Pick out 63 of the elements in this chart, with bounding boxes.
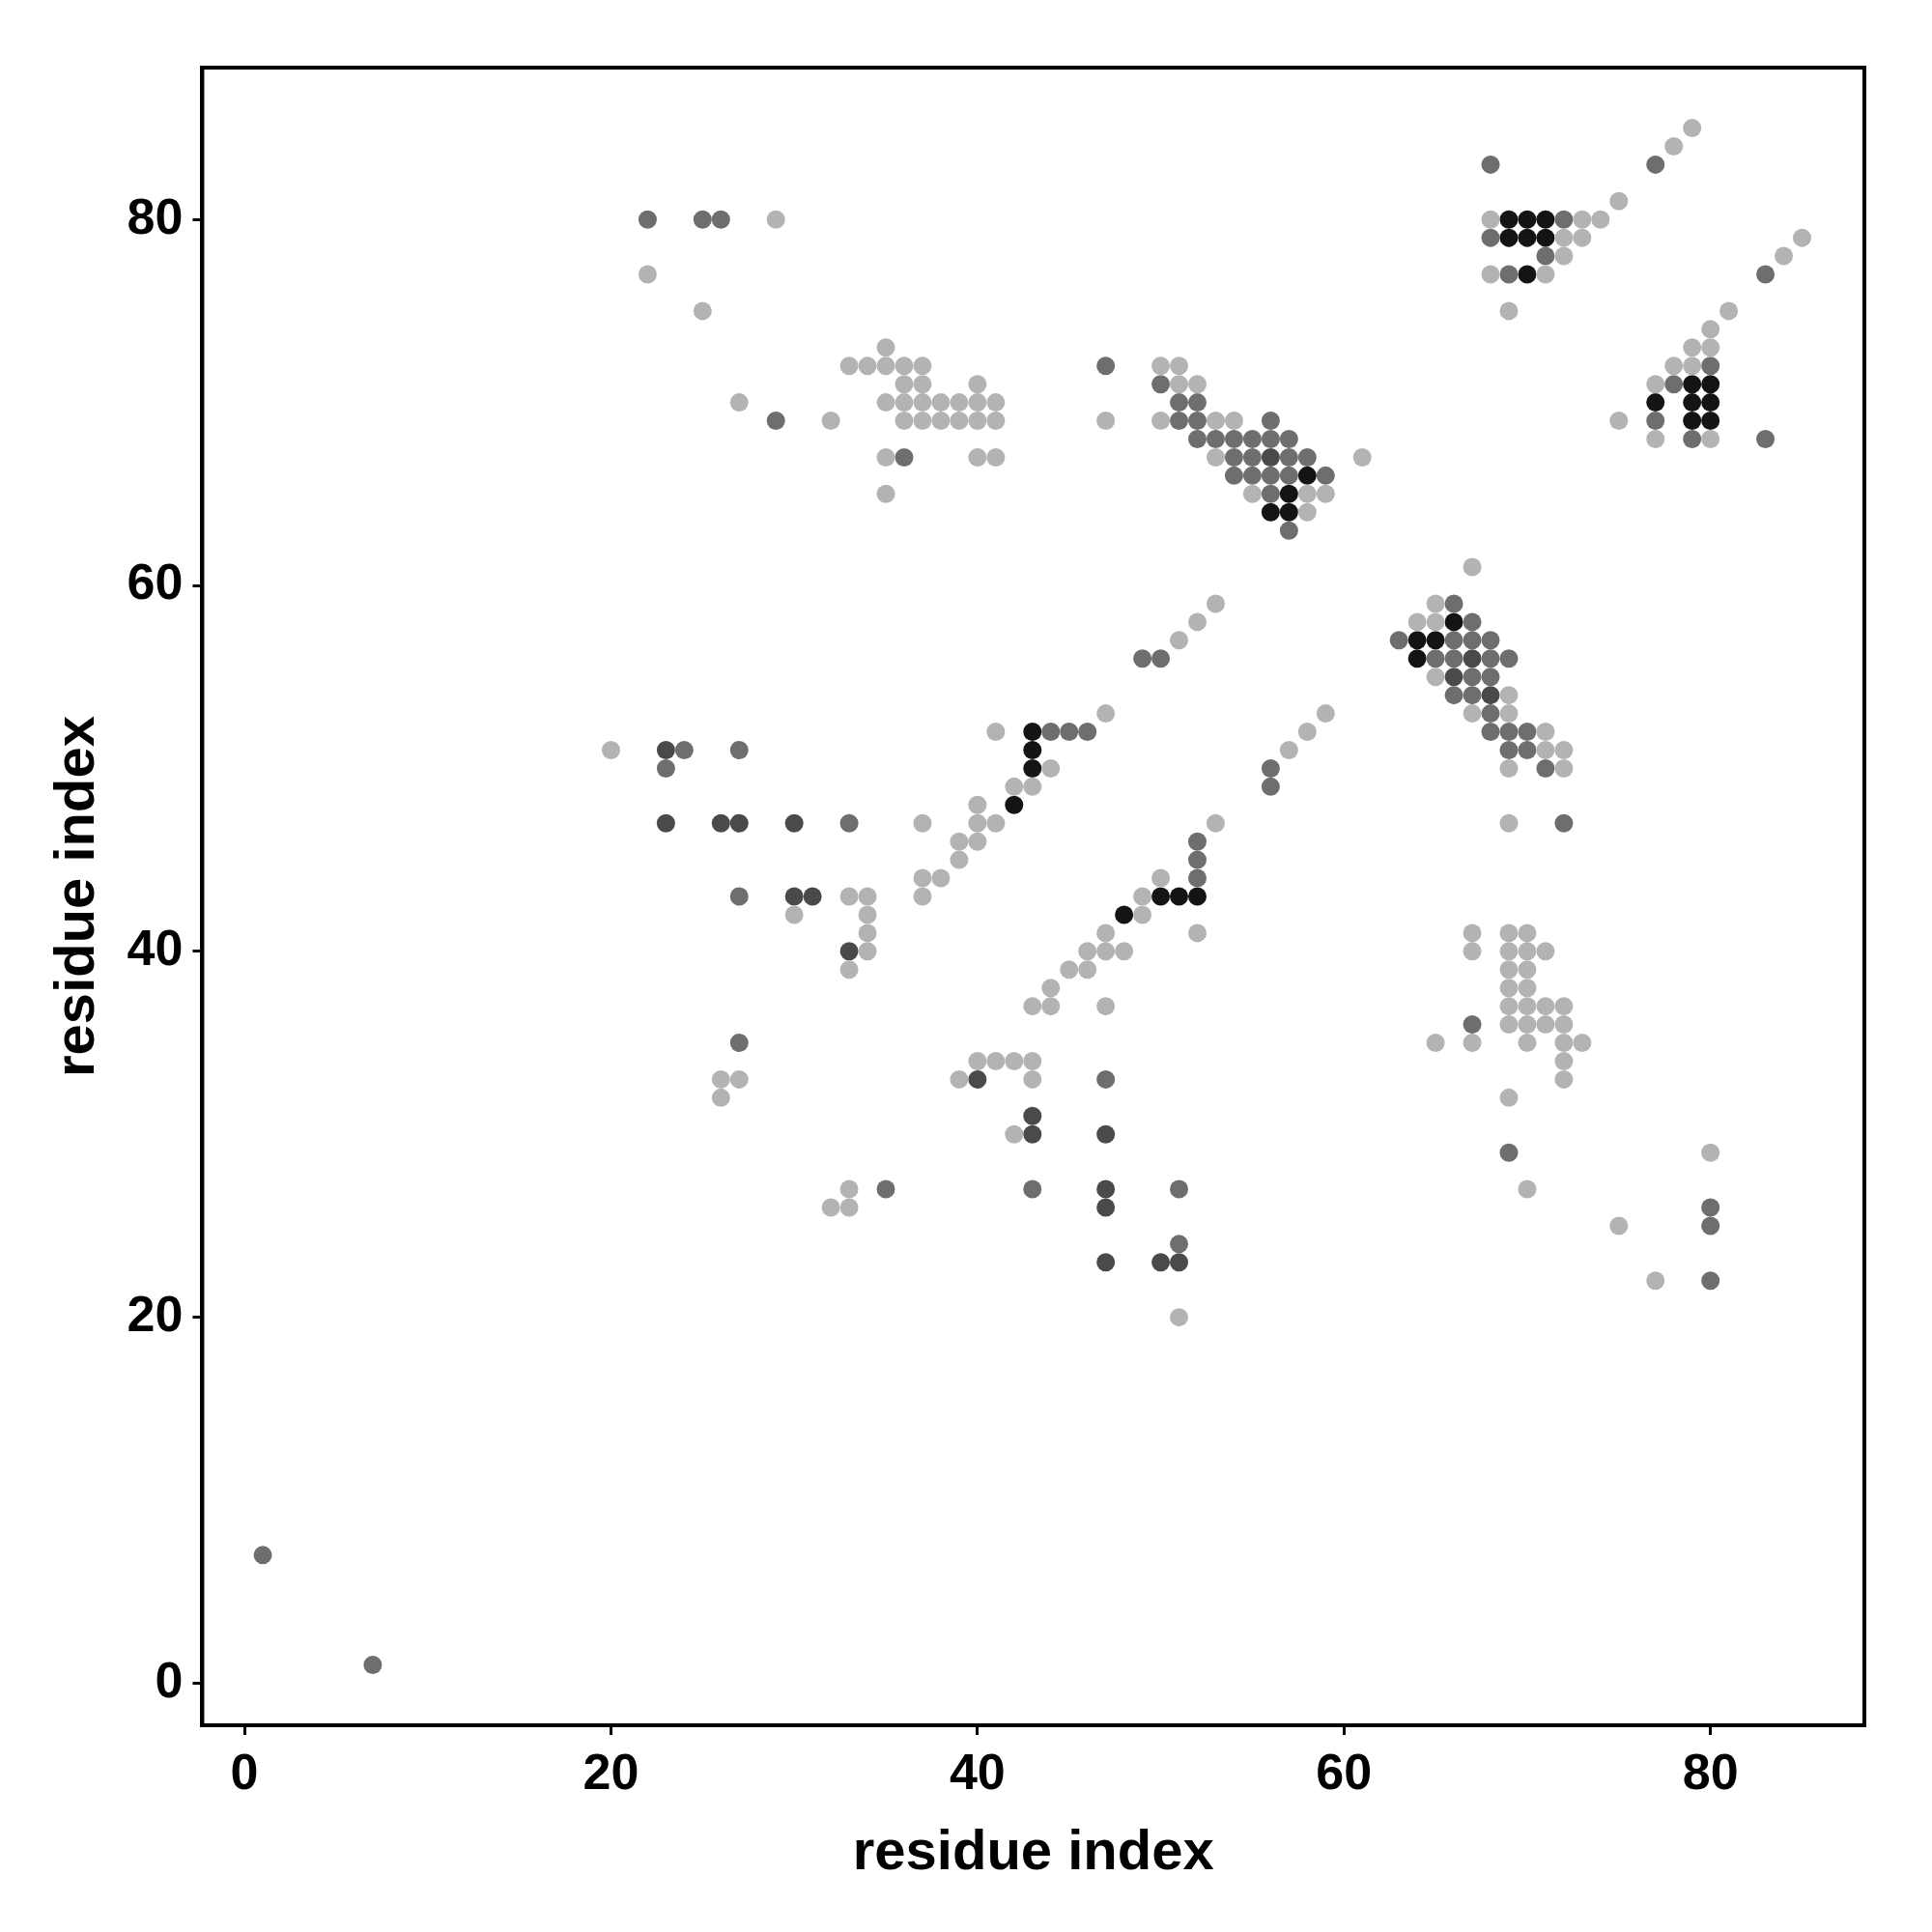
y-tick-label: 20	[127, 1285, 184, 1342]
point	[1536, 210, 1555, 229]
point	[839, 942, 859, 961]
point	[656, 813, 675, 833]
y-axis-title: residue index	[42, 716, 105, 1077]
point	[1481, 686, 1500, 705]
point	[1518, 210, 1537, 229]
point	[1646, 393, 1665, 412]
x-tick-label: 20	[582, 1743, 639, 1800]
y-tick-label: 40	[127, 920, 184, 977]
point	[1023, 740, 1042, 759]
point	[1261, 447, 1280, 467]
point	[1444, 668, 1463, 687]
x-tick-label: 0	[230, 1743, 259, 1800]
point	[1023, 723, 1042, 742]
point	[1023, 1124, 1042, 1144]
point	[1463, 649, 1482, 668]
point	[1096, 1198, 1116, 1217]
point	[1407, 631, 1427, 650]
x-axis-title: residue index	[852, 1818, 1214, 1882]
point	[968, 1069, 987, 1089]
point	[711, 813, 730, 833]
point	[1151, 887, 1171, 906]
point	[803, 887, 822, 906]
y-tick-label: 0	[155, 1651, 184, 1708]
point	[1023, 1106, 1042, 1125]
point	[784, 887, 804, 906]
point	[1536, 228, 1555, 247]
x-tick-label: 80	[1682, 1743, 1739, 1800]
point	[1279, 502, 1298, 522]
point	[1096, 1179, 1116, 1199]
point	[1005, 795, 1024, 814]
point	[1170, 887, 1189, 906]
point	[1407, 649, 1427, 668]
point	[1499, 210, 1519, 229]
point	[1518, 228, 1537, 247]
point	[1151, 1253, 1171, 1272]
point	[1096, 1253, 1116, 1272]
point	[1683, 393, 1702, 412]
x-tick-label: 60	[1316, 1743, 1373, 1800]
x-tick-label: 40	[949, 1743, 1006, 1800]
point	[1297, 466, 1317, 485]
point	[1444, 612, 1463, 632]
point	[784, 813, 804, 833]
y-tick-label: 80	[127, 187, 184, 244]
point	[1170, 1253, 1189, 1272]
point	[1701, 375, 1720, 394]
point	[1279, 484, 1298, 503]
point	[1701, 393, 1720, 412]
point	[1683, 412, 1702, 431]
point	[1701, 412, 1720, 431]
point	[729, 813, 749, 833]
point	[1023, 758, 1042, 778]
y-tick-label: 60	[127, 554, 184, 611]
point	[1115, 905, 1134, 924]
point	[1683, 375, 1702, 394]
point	[1261, 502, 1280, 522]
point	[656, 740, 675, 759]
point	[1096, 1124, 1116, 1144]
point	[1426, 631, 1445, 650]
point	[1188, 887, 1207, 906]
point	[1499, 228, 1519, 247]
point	[1518, 265, 1537, 284]
